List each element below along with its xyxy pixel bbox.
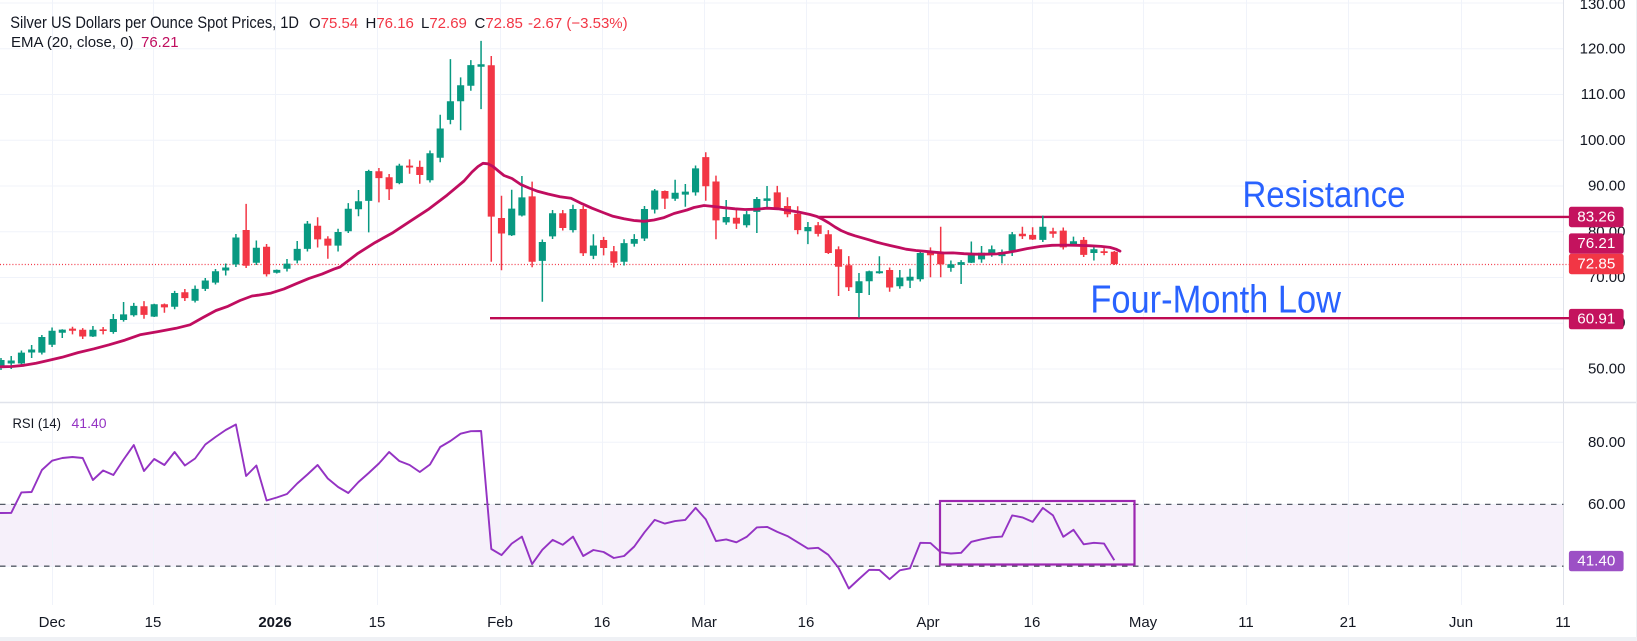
svg-text:90.00: 90.00: [1588, 178, 1626, 195]
svg-text:Apr: Apr: [916, 614, 939, 631]
svg-text:EMA (20, close, 0)76.21: EMA (20, close, 0) 76.21: [11, 34, 179, 51]
svg-text:100.00: 100.00: [1580, 132, 1626, 149]
svg-text:11: 11: [1238, 614, 1254, 631]
svg-text:15: 15: [369, 614, 386, 631]
svg-text:15: 15: [145, 614, 162, 631]
svg-text:Dec: Dec: [39, 614, 66, 631]
svg-text:83.26: 83.26: [1577, 209, 1615, 226]
svg-text:RSI (14)41.40: RSI (14) 41.40: [13, 415, 107, 431]
svg-text:21: 21: [1340, 614, 1357, 631]
svg-text:60.91: 60.91: [1577, 311, 1615, 328]
svg-text:16: 16: [594, 614, 611, 631]
svg-text:130.00: 130.00: [1580, 0, 1626, 13]
svg-text:80.00: 80.00: [1588, 434, 1626, 451]
svg-text:41.40: 41.40: [1577, 553, 1615, 570]
svg-text:May: May: [1129, 614, 1158, 631]
svg-text:2026: 2026: [258, 614, 291, 631]
svg-text:120.00: 120.00: [1580, 40, 1626, 57]
svg-text:50.00: 50.00: [1588, 360, 1626, 377]
svg-text:110.00: 110.00: [1581, 86, 1626, 103]
svg-text:76.21: 76.21: [1577, 235, 1615, 252]
svg-text:72.85: 72.85: [1577, 256, 1615, 273]
svg-text:11: 11: [1555, 614, 1571, 631]
svg-text:16: 16: [1024, 614, 1041, 631]
svg-text:Mar: Mar: [691, 614, 717, 631]
svg-text:Jun: Jun: [1449, 614, 1473, 631]
svg-text:16: 16: [798, 614, 815, 631]
svg-text:Feb: Feb: [487, 614, 513, 631]
svg-text:Resistance: Resistance: [1243, 174, 1406, 215]
svg-text:60.00: 60.00: [1588, 496, 1626, 513]
svg-text:Silver US Dollars per Ounce Sp: Silver US Dollars per Ounce Spot Prices,…: [10, 14, 627, 32]
svg-text:Four-Month Low: Four-Month Low: [1090, 279, 1341, 322]
